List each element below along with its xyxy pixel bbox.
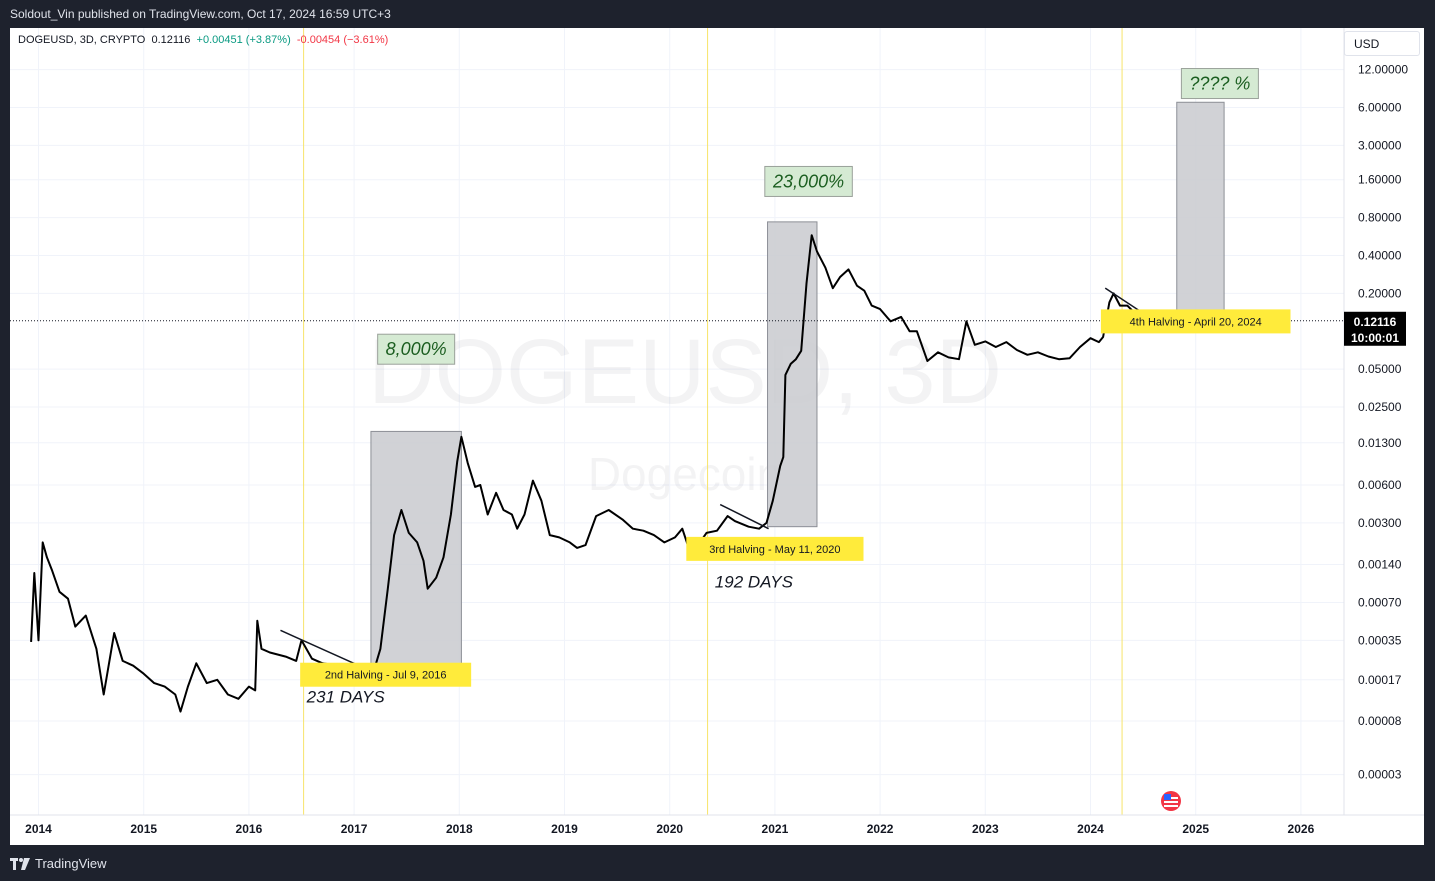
- y-tick-label: 1.60000: [1358, 173, 1402, 187]
- symbol-watermark: DOGEUSD, 3D Dogecoin: [368, 321, 1002, 500]
- watermark-ticker: DOGEUSD, 3D: [368, 321, 1002, 423]
- price-series-line: [30, 234, 1171, 713]
- y-tick-label: 0.00035: [1358, 633, 1402, 647]
- gain-label-box: [377, 333, 456, 365]
- symbol-legend[interactable]: DOGEUSD, 3D, CRYPTO 0.12116 +0.00451 (+3…: [18, 34, 388, 46]
- publish-info: Soldout_Vin published on TradingView.com…: [10, 7, 391, 21]
- y-tick-label: 0.80000: [1358, 211, 1402, 225]
- flag-icon[interactable]: [1161, 791, 1181, 811]
- x-tick-label: 2021: [762, 822, 789, 836]
- y-tick-label: 0.01300: [1358, 436, 1402, 450]
- watermark-name: Dogecoin: [588, 448, 782, 500]
- day-label: 231 DAYS: [306, 688, 386, 707]
- halving-label-box: [300, 662, 472, 687]
- y-tick-label: 0.00600: [1358, 478, 1402, 492]
- x-tick-label: 2018: [446, 822, 473, 836]
- halving-label-text: 4th Halving - April 20, 2024: [1130, 316, 1262, 328]
- chart-panel[interactable]: DOGEUSD, 3D Dogecoin 2nd Halving - Jul 9…: [10, 28, 1424, 845]
- halving-labels: 2nd Halving - Jul 9, 2016 3rd Halving - M…: [300, 309, 1291, 687]
- trend-line: [719, 503, 769, 530]
- y-tick-label: 0.05000: [1358, 362, 1402, 376]
- gain-label-text: 23,000%: [772, 171, 844, 191]
- tradingview-logo-icon: [10, 857, 30, 870]
- y-tick-label: 6.00000: [1358, 100, 1402, 114]
- x-tick-label: 2023: [972, 822, 999, 836]
- y-tick-label: 0.00008: [1358, 714, 1402, 728]
- legend-change-positive: +0.00451 (+3.87%): [196, 34, 291, 46]
- x-tick-label: 2024: [1077, 822, 1104, 836]
- gain-label-text: ???? %: [1189, 74, 1250, 94]
- x-tick-label: 2016: [236, 822, 263, 836]
- time-axis-ticks: 2014 2015 2016 2017 2018 2019 2020 2021 2022 2023…: [25, 822, 1314, 836]
- gain-labels: 8,000% 23,000% ???? %: [377, 68, 1259, 365]
- price-tag-countdown: 10:00:01: [1351, 331, 1399, 345]
- legend-symbol: DOGEUSD, 3D, CRYPTO: [18, 34, 146, 46]
- y-tick-label: 3.00000: [1358, 138, 1402, 152]
- y-tick-label: 0.00003: [1358, 768, 1402, 782]
- day-label: 192 DAYS: [715, 573, 794, 592]
- day-labels: 231 DAYS 192 DAYS: [306, 573, 794, 707]
- x-tick-label: 2015: [130, 822, 157, 836]
- x-tick-label: 2022: [867, 822, 894, 836]
- price-tag-box: [1344, 311, 1406, 346]
- tradingview-logo[interactable]: TradingView: [10, 856, 107, 871]
- gain-label-box: [1180, 68, 1259, 100]
- y-tick-label: 0.00070: [1358, 595, 1402, 609]
- halving-label-text: 3rd Halving - May 11, 2020: [709, 544, 840, 556]
- range-box: [370, 430, 462, 675]
- legend-price: 0.12116: [151, 34, 191, 46]
- halving-label-text: 2nd Halving - Jul 9, 2016: [325, 670, 447, 682]
- currency-selector[interactable]: USD: [1344, 31, 1420, 56]
- price-chart[interactable]: DOGEUSD, 3D Dogecoin 2nd Halving - Jul 9…: [10, 28, 1424, 845]
- y-tick-label: 0.20000: [1358, 286, 1402, 300]
- gain-label-box: [764, 165, 853, 197]
- time-axis[interactable]: [10, 815, 1424, 845]
- y-tick-label: 0.00017: [1358, 673, 1402, 687]
- legend-change-negative: -0.00454 (−3.61%): [296, 34, 389, 46]
- x-tick-label: 2025: [1182, 822, 1209, 836]
- y-tick-label: 0.40000: [1358, 248, 1402, 262]
- x-tick-label: 2020: [656, 822, 683, 836]
- x-tick-label: 2026: [1288, 822, 1315, 836]
- price-tag-value: 0.12116: [1354, 315, 1397, 329]
- x-tick-label: 2017: [341, 822, 368, 836]
- price-axis[interactable]: [1344, 28, 1424, 845]
- publish-header: Soldout_Vin published on TradingView.com…: [0, 0, 1435, 28]
- y-tick-label: 0.00140: [1358, 558, 1402, 572]
- price-tag: 0.12116 10:00:01: [1344, 311, 1406, 346]
- halving-label-box: [686, 536, 864, 561]
- tradingview-brand: TradingView: [35, 856, 107, 871]
- y-tick-label: 0.02500: [1358, 400, 1402, 414]
- range-box: [1176, 101, 1225, 322]
- x-tick-label: 2014: [25, 822, 52, 836]
- gain-label-text: 8,000%: [386, 339, 447, 359]
- y-tick-label: 12.00000: [1358, 63, 1408, 77]
- range-boxes: [370, 101, 1225, 675]
- price-axis-ticks: 12.00000 6.00000 3.00000 1.60000 0.80000 0.40…: [1358, 63, 1408, 782]
- x-tick-label: 2019: [551, 822, 578, 836]
- footer-bar: TradingView: [0, 845, 1435, 881]
- halving-label-box: [1100, 309, 1291, 334]
- range-box: [767, 221, 818, 528]
- y-tick-label: 0.00300: [1358, 516, 1402, 530]
